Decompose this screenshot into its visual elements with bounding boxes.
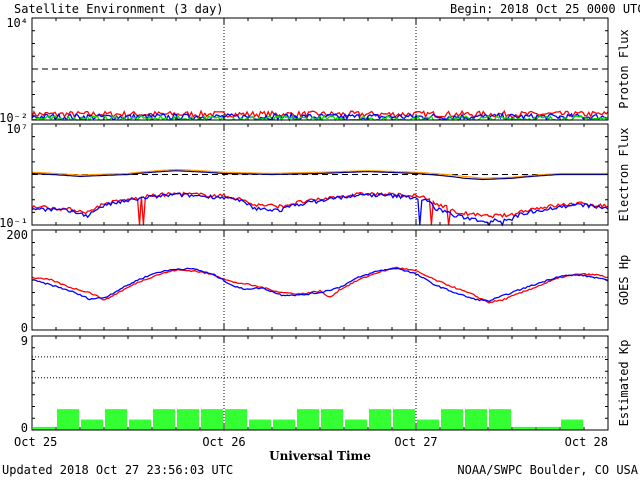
panel-ylabel: Electron Flux (617, 128, 631, 222)
kp-bar (465, 409, 487, 430)
kp-bar (81, 419, 103, 430)
kp-bar (57, 409, 79, 430)
kp-bar (153, 409, 175, 430)
kp-bar (417, 419, 439, 430)
panel-ylabel: Estimated Kp (617, 340, 631, 427)
kp-bar (345, 419, 367, 430)
kp-bar (441, 409, 463, 430)
panels-group: 10⁴ 10⁻² Proton Flux 10⁷ 10⁻¹ Electron Flux 20… (0, 16, 631, 449)
series-line-blue (31, 267, 609, 303)
kp-bar (249, 419, 271, 430)
y-tick-label-bottom: 0 (21, 321, 28, 335)
chart-title: Satellite Environment (3 day) (14, 2, 224, 16)
panel-frame (31, 229, 609, 331)
kp-bar (105, 409, 127, 430)
kp-bar (537, 426, 559, 430)
kp-bar (201, 409, 223, 430)
series-line-red (31, 266, 609, 304)
credit-text: NOAA/SWPC Boulder, CO USA (457, 463, 638, 477)
series-line-blue (31, 111, 609, 122)
x-axis-label: Universal Time (269, 449, 371, 463)
begin-label: Begin: (450, 2, 493, 16)
kp-bar (369, 409, 391, 430)
x-tick-label: Oct 28 (565, 435, 608, 449)
series-line-blue (31, 192, 609, 227)
panel-frame (31, 17, 609, 121)
y-tick-label-bottom: 10⁻² (0, 111, 28, 125)
y-tick-label-top: 9 (21, 334, 28, 348)
kp-bar (561, 419, 583, 430)
kp-bar (273, 419, 295, 430)
kp-bar (129, 419, 151, 430)
series-line-orange (31, 168, 608, 179)
y-tick-label-top: 200 (6, 228, 28, 242)
kp-bar (321, 409, 343, 430)
kp-bar (225, 409, 247, 430)
y-tick-label-bottom: 0 (21, 421, 28, 435)
x-tick-label: Oct 25 (14, 435, 57, 449)
kp-bar (33, 426, 55, 430)
kp-bar (297, 409, 319, 430)
begin-value: 2018 Oct 25 0000 UTC (500, 2, 640, 16)
kp-bar (393, 409, 415, 430)
y-tick-label-bottom: 10⁻¹ (0, 216, 28, 230)
x-tick-label: Oct 27 (394, 435, 437, 449)
series-line-navy (31, 170, 608, 181)
series-line-red (31, 191, 609, 226)
kp-bar (177, 409, 199, 430)
kp-bar (513, 426, 535, 430)
kp-bar (489, 409, 511, 430)
y-tick-label-top: 10⁷ (6, 122, 28, 136)
y-tick-label-top: 10⁴ (6, 16, 28, 30)
panel-ylabel: GOES Hp (617, 255, 631, 306)
panel-ylabel: Proton Flux (617, 29, 631, 108)
updated-timestamp: Updated 2018 Oct 27 23:56:03 UTC (2, 463, 233, 477)
x-tick-label: Oct 26 (202, 435, 245, 449)
